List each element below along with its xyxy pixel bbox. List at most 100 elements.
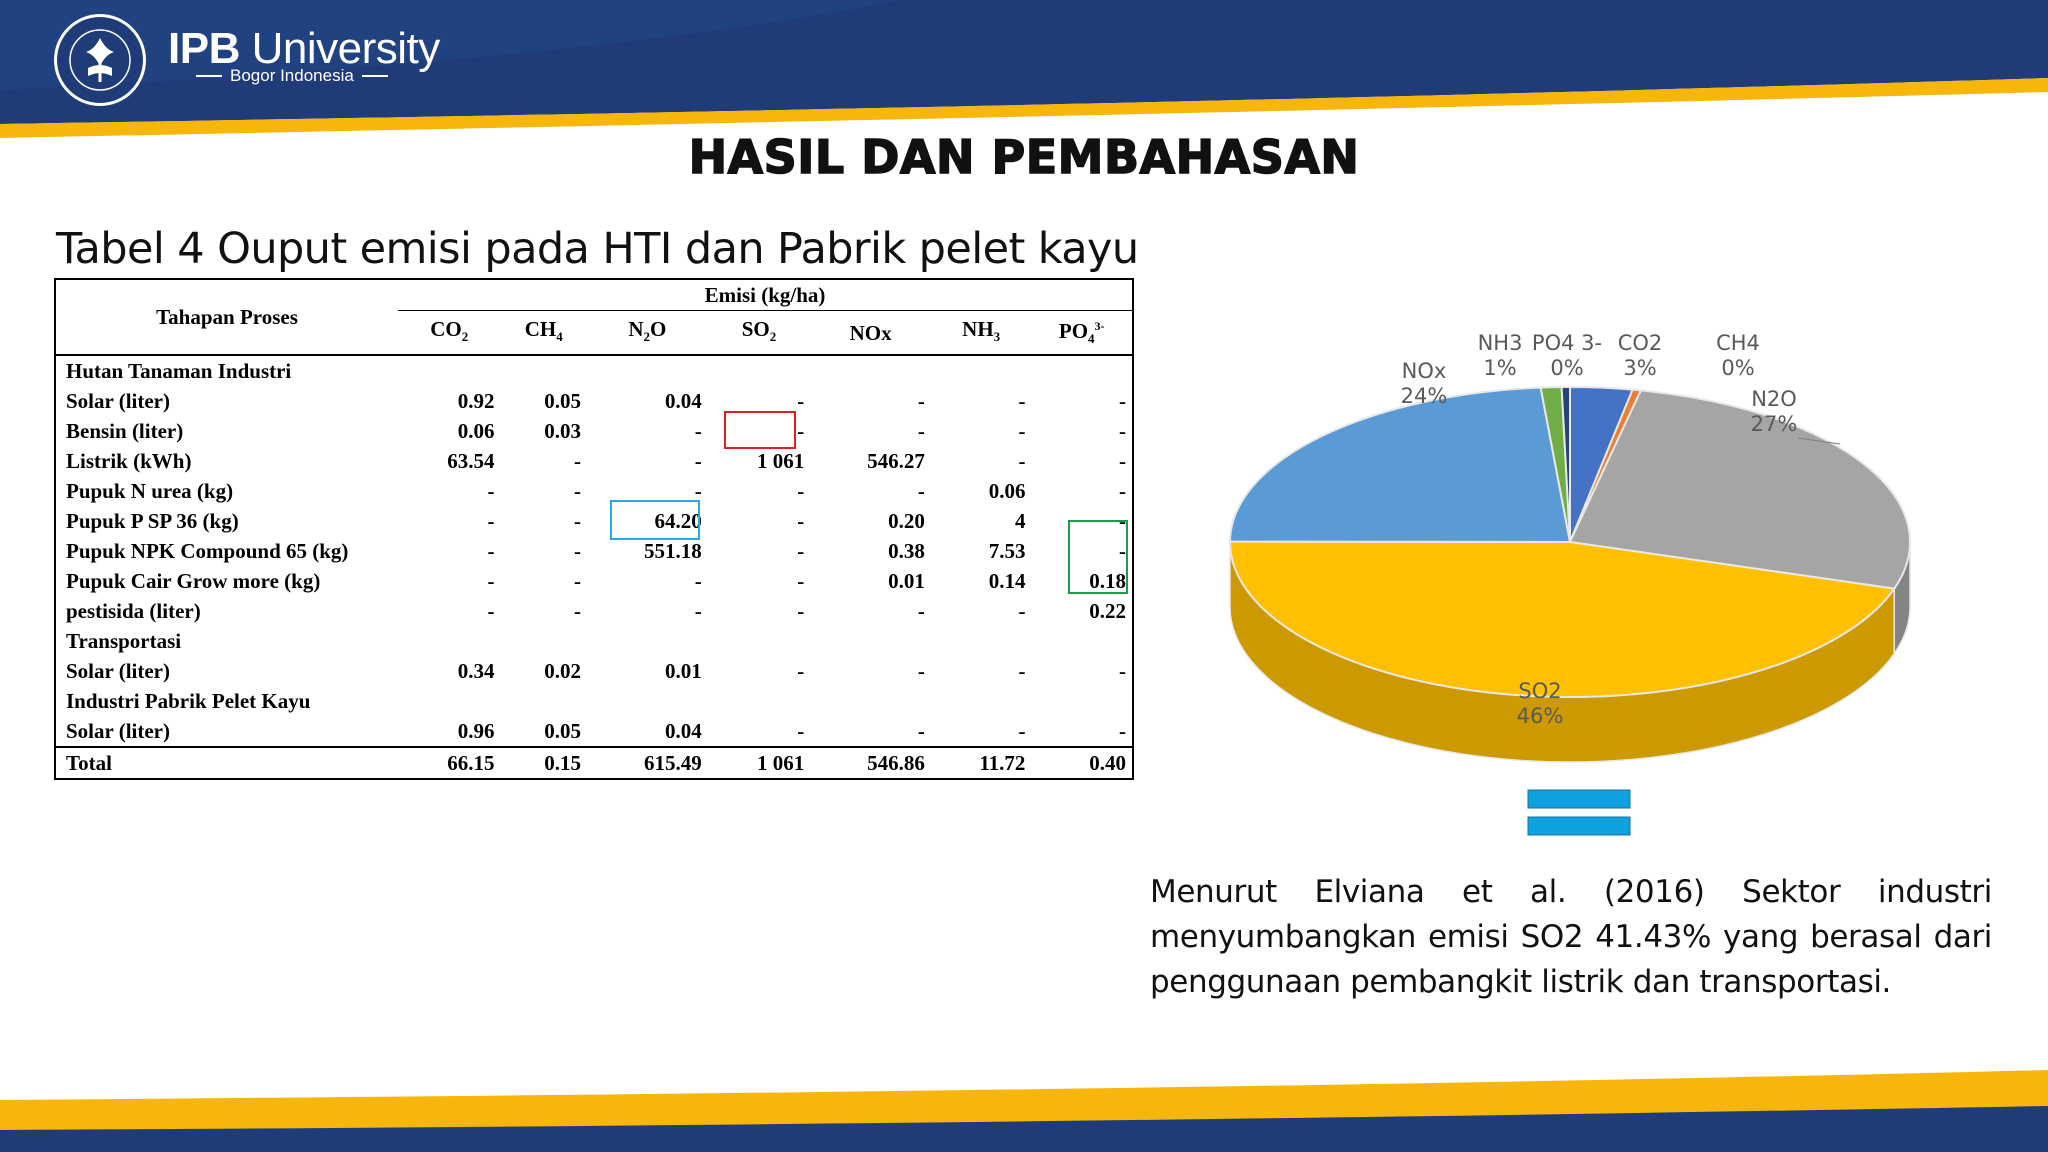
emission-table: Tahapan Proses Emisi (kg/ha) CO2 CH4 N2O SO…: [54, 277, 1134, 781]
table-cell: [398, 626, 501, 656]
pie-slice-n2o: [1568, 389, 1911, 590]
row-label: Solar (liter): [54, 656, 398, 687]
table-row: Listrik (kWh) 63.54- -1 061 546.27- -: [54, 446, 1134, 477]
table-cell: [931, 626, 1032, 656]
table-cell: -: [1031, 656, 1134, 687]
table-cell: -: [574, 509, 582, 534]
table-cell: 0.06: [988, 479, 1026, 504]
total-cell: 11.72: [930, 746, 1032, 781]
table-cell: -: [797, 419, 805, 444]
row-label: Pupuk Cair Grow more (kg): [54, 566, 398, 597]
table-cell: [930, 354, 1032, 387]
table-cell: [398, 686, 501, 716]
gas-header-row: CO2 CH4 N2O SO2 NOx NH3 PO43-: [55, 310, 1134, 356]
row-label: Pupuk NPK Compound 65 (kg): [54, 536, 398, 567]
total-cell: 0.15: [500, 746, 588, 781]
table-cell: -: [1031, 446, 1134, 477]
table-cell: -: [917, 599, 925, 624]
legend-swatch-bar: [1527, 816, 1631, 836]
table-cell: [500, 354, 588, 387]
table-cell: 0.01: [888, 569, 925, 594]
table-cell: -: [574, 539, 582, 564]
table-cell: 0.22: [1031, 596, 1134, 627]
table-cell: -: [574, 479, 582, 504]
table-cell: -: [574, 569, 582, 594]
table-section-row: Hutan Tanaman Industri: [54, 354, 1134, 387]
table-cell: [810, 686, 931, 716]
emission-group-header: Emisi (kg/ha): [398, 278, 1134, 311]
table-row: Bensin (liter) 0.06 0.03- - - - -: [54, 416, 1134, 447]
table-cell: 63.54: [447, 449, 495, 474]
row-label: Solar (liter): [54, 716, 398, 748]
table-cell: 0.14: [988, 569, 1026, 594]
table-cell: -: [487, 539, 495, 564]
table-cell: 0.05: [544, 389, 582, 414]
table-cell: 0.92: [457, 389, 495, 414]
emission-pie-chart: CO2 3% CH4 0% N2O 27% SO2 46% NOx 24% NH3 1%PO4 3-0…: [1228, 331, 1911, 836]
table-cell: 0.01: [664, 659, 702, 684]
row-label: Listrik (kWh): [54, 446, 398, 477]
table-cell: -: [1018, 389, 1026, 414]
table-cell: 0.04: [664, 389, 702, 414]
pie-data-label: NH3 1%: [1478, 331, 1523, 380]
table-cell: -: [1018, 449, 1026, 474]
table-cell: -: [917, 389, 925, 414]
row-label: Solar (liter): [54, 386, 398, 417]
pie-data-label: N2O 27%: [1751, 387, 1798, 436]
table-cell: 0.02: [544, 659, 582, 684]
table-cell: 0.20: [888, 509, 925, 534]
total-row: Total 66.15 0.15 615.49 1 061 546.86 11.72 0.40: [54, 746, 1134, 781]
table-cell: -: [797, 539, 805, 564]
row-label: Transportasi: [54, 626, 398, 657]
total-cell: 546.86: [810, 746, 931, 781]
table-cell: 0.06: [457, 419, 495, 444]
ipb-seal-icon: [54, 14, 146, 106]
table-cell: -: [917, 719, 925, 744]
row-label: pestisida (liter): [54, 596, 398, 627]
table-cell: [708, 626, 811, 656]
total-label: Total: [54, 746, 398, 781]
table-row: Solar (liter) 0.34 0.02 0.01- - - -: [54, 656, 1134, 687]
table-cell: [587, 686, 708, 716]
university-location: Bogor Indonesia: [196, 66, 388, 86]
table-cell: 4: [1014, 509, 1026, 534]
table-cell: 551.18: [643, 539, 702, 564]
table-cell: [587, 626, 708, 656]
table-cell: [708, 686, 811, 716]
table-cell: -: [797, 509, 805, 534]
pie-slice-nox: [1228, 386, 1572, 544]
n2o-highlight: [610, 500, 700, 540]
table-row: pestisida (liter) - - - - - -0.22: [54, 596, 1134, 627]
table-cell: [931, 686, 1032, 716]
note-paragraph: Menurut Elviana et al. (2016) Sektor ind…: [1150, 874, 1992, 1000]
table-cell: -: [487, 599, 495, 624]
row-label: Industri Pabrik Pelet Kayu: [54, 686, 398, 717]
table-cell: -: [1031, 716, 1134, 748]
row-label: Pupuk P SP 36 (kg): [54, 506, 398, 537]
table-row: Pupuk N urea (kg) - - - - -0.06-: [54, 476, 1134, 507]
table-cell: [810, 354, 931, 387]
table-cell: [501, 626, 588, 656]
row-label: Hutan Tanaman Industri: [54, 354, 398, 387]
table-cell: 1 061: [756, 449, 805, 474]
legend-swatch-bar: [1527, 789, 1631, 809]
table-cell: -: [694, 419, 702, 444]
table-cell: -: [917, 419, 925, 444]
table-cell: -: [487, 509, 495, 534]
table-cell: -: [797, 719, 805, 744]
gas-column-header: NOx: [810, 310, 931, 356]
gas-column-header: NH3: [930, 310, 1032, 356]
pie-slice-so2: [1229, 540, 1897, 698]
table-cell: -: [694, 599, 702, 624]
gas-column-header: PO43-: [1031, 310, 1134, 356]
footer-banner: [0, 1070, 2048, 1152]
table-section-row: Industri Pabrik Pelet Kayu: [54, 686, 1134, 717]
table-cell: 0.34: [457, 659, 495, 684]
total-cell: 615.49: [587, 746, 708, 781]
table-cell: 546.27: [867, 449, 925, 474]
n2o-leader-line: [1797, 437, 1841, 445]
table-caption: Tabel 4 Ouput emisi pada HTI dan Pabrik …: [56, 224, 1139, 274]
table-cell: 0.38: [888, 539, 925, 564]
total-cell: 0.40: [1031, 746, 1134, 781]
table-cell: -: [917, 479, 925, 504]
